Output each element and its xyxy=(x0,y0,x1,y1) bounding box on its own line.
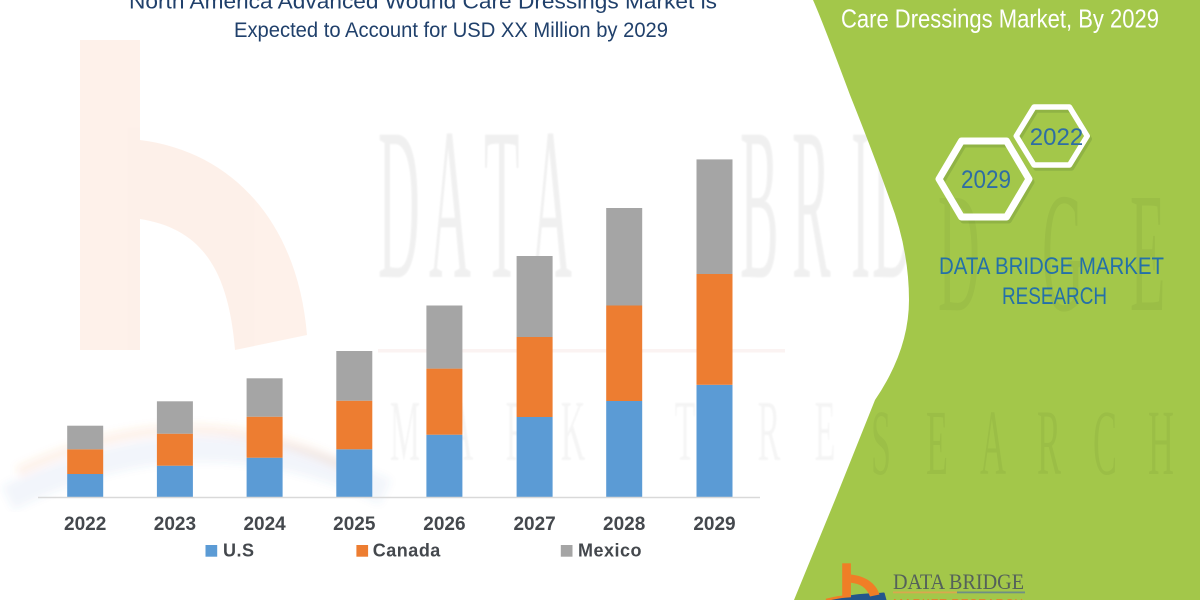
svg-text:Expected to Account for USD XX: Expected to Account for USD XX Million b… xyxy=(234,18,668,42)
svg-text:2026: 2026 xyxy=(423,514,465,535)
svg-text:A: A xyxy=(980,392,1006,495)
svg-text:2025: 2025 xyxy=(333,514,376,535)
svg-text:Mexico: Mexico xyxy=(578,541,642,561)
svg-text:D: D xyxy=(378,84,420,324)
svg-text:R: R xyxy=(758,384,781,480)
svg-text:T: T xyxy=(484,84,519,324)
svg-text:T: T xyxy=(675,384,696,480)
svg-text:2022: 2022 xyxy=(1030,124,1083,151)
svg-text:2029: 2029 xyxy=(961,166,1011,194)
svg-text:B: B xyxy=(740,84,779,324)
svg-text:2028: 2028 xyxy=(603,514,645,535)
svg-text:C: C xyxy=(1093,392,1117,495)
svg-text:RESEARCH: RESEARCH xyxy=(1002,283,1107,310)
svg-text:S: S xyxy=(871,392,891,495)
svg-text:North America Advanced Wound C: North America Advanced Wound Care Dressi… xyxy=(129,0,717,14)
svg-text:K: K xyxy=(561,384,586,480)
svg-text:2022: 2022 xyxy=(64,514,106,535)
svg-text:Canada: Canada xyxy=(373,541,442,561)
svg-text:E: E xyxy=(1130,157,1165,347)
svg-text:U.S: U.S xyxy=(223,541,255,561)
svg-text:H: H xyxy=(1148,392,1174,495)
svg-text:MARKET RESEARCH: MARKET RESEARCH xyxy=(893,597,1025,600)
svg-text:G: G xyxy=(1042,157,1084,347)
svg-text:2024: 2024 xyxy=(243,514,286,535)
svg-text:E: E xyxy=(926,392,948,495)
svg-text:M: M xyxy=(390,384,420,480)
svg-text:Care Dressings Market, By 2029: Care Dressings Market, By 2029 xyxy=(841,4,1159,34)
svg-text:R: R xyxy=(1037,392,1061,495)
svg-text:E: E xyxy=(815,384,836,480)
svg-text:2023: 2023 xyxy=(154,514,196,535)
svg-text:R: R xyxy=(792,84,831,324)
svg-text:DATA BRIDGE: DATA BRIDGE xyxy=(893,569,1024,594)
svg-text:DATA BRIDGE MARKET: DATA BRIDGE MARKET xyxy=(939,253,1164,280)
svg-text:I: I xyxy=(851,84,870,324)
svg-text:A: A xyxy=(429,84,471,324)
svg-text:2027: 2027 xyxy=(513,514,555,535)
svg-text:2029: 2029 xyxy=(693,514,735,535)
